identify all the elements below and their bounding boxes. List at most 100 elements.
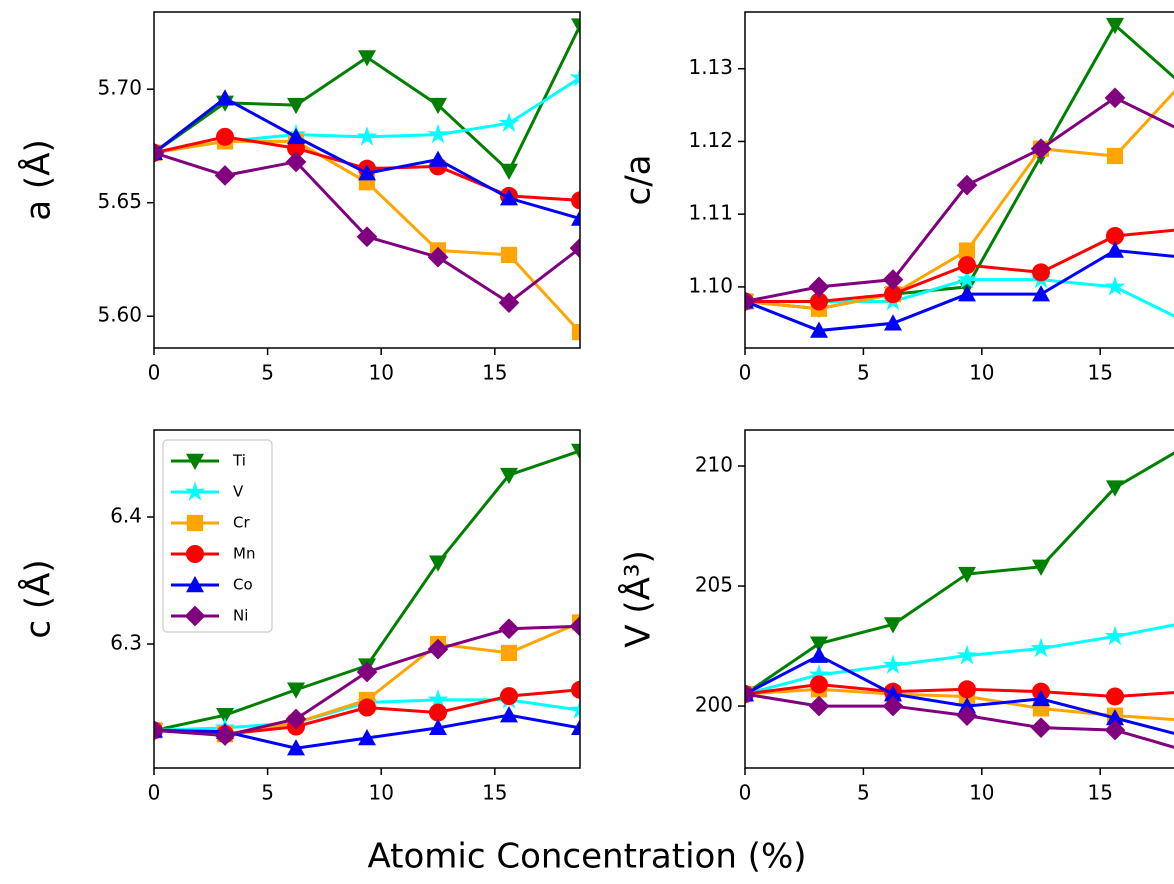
legend-box [162, 439, 273, 633]
marker [356, 226, 378, 248]
x-tick-label: 10 [969, 361, 994, 385]
marker [956, 268, 978, 289]
axes-frame [153, 11, 581, 349]
marker [498, 292, 520, 313]
marker [500, 687, 518, 706]
x-tick-label: 0 [148, 781, 161, 805]
marker [1032, 559, 1050, 576]
marker [958, 566, 976, 584]
plot-area [154, 18, 580, 341]
marker [1030, 138, 1052, 160]
plot-area [745, 17, 1174, 338]
marker [1032, 263, 1050, 282]
y-tick-label: 1.13 [688, 55, 733, 79]
marker [571, 191, 580, 210]
marker [358, 164, 376, 181]
y-tick-label: 1.12 [688, 128, 733, 152]
marker [958, 242, 976, 259]
x-tick-label: 0 [148, 361, 161, 385]
marker [808, 664, 830, 684]
y-tick-label: 6.4 [110, 504, 142, 528]
marker [429, 150, 447, 167]
marker [1032, 285, 1050, 302]
marker [569, 67, 580, 87]
marker [1104, 87, 1126, 109]
marker [1106, 480, 1124, 497]
y-tick-label: 5.70 [97, 76, 142, 100]
marker [214, 165, 236, 186]
marker [810, 292, 828, 311]
marker [1104, 625, 1126, 646]
marker [884, 285, 902, 304]
marker [956, 644, 978, 665]
axes-frame [744, 429, 1174, 769]
x-tick-label: 5 [261, 781, 274, 805]
marker [358, 698, 376, 717]
marker [429, 703, 447, 722]
subplot: 0 5 10 15 5.60 5.65 5.70 a (Å) [18, 11, 581, 385]
marker [500, 189, 518, 206]
x-tick-label: 15 [1087, 781, 1112, 805]
marker [808, 695, 830, 717]
subplot: 0 5 10 15 200 205 210 V (Å³) [618, 429, 1174, 805]
marker [810, 321, 828, 338]
marker [216, 89, 234, 106]
marker [500, 467, 518, 485]
y-tick-label: 200 [695, 693, 733, 717]
marker [498, 112, 520, 132]
marker [810, 636, 828, 653]
marker [882, 654, 904, 674]
marker [1106, 147, 1124, 165]
marker [882, 269, 904, 290]
legend-marker [186, 453, 204, 470]
marker [1104, 719, 1126, 741]
marker [214, 725, 236, 746]
marker [808, 276, 830, 298]
legend-label: Ti [232, 452, 246, 470]
marker [571, 18, 580, 35]
marker [287, 682, 305, 699]
marker [429, 555, 447, 572]
marker [571, 718, 580, 736]
marker [358, 729, 376, 746]
marker [500, 644, 518, 662]
marker [154, 142, 165, 164]
marker [958, 285, 976, 302]
legend-marker [184, 481, 206, 501]
legend-label: Ni [233, 607, 248, 625]
plot-area [745, 451, 1174, 749]
y-tick-label: 1.11 [688, 201, 733, 225]
axes-frame [153, 429, 581, 769]
legend-marker [184, 605, 206, 627]
x-tick-label: 10 [368, 781, 393, 805]
y-axis-label: c (Å) [18, 559, 59, 638]
marker [882, 695, 904, 717]
marker [571, 443, 580, 460]
subplot: 0 5 10 15 1.10 1.11 1.12 1.13 c/a [619, 11, 1174, 385]
x-tick-label: 15 [1087, 361, 1112, 385]
marker [956, 705, 978, 727]
marker [287, 97, 305, 115]
marker [358, 50, 376, 67]
marker [429, 97, 447, 115]
marker [427, 123, 449, 144]
marker [498, 618, 520, 640]
plot-area [154, 443, 580, 756]
marker [745, 291, 756, 312]
legend-label: Cr [233, 514, 250, 532]
marker [571, 324, 580, 341]
x-tick-label: 0 [739, 361, 752, 385]
x-tick-label: 0 [739, 781, 752, 805]
y-tick-label: 6.3 [110, 631, 142, 655]
marker [429, 718, 447, 736]
marker [569, 615, 580, 637]
marker [1106, 241, 1124, 258]
subplot: 0 5 10 15 6.3 6.4 c (Å) Ti V Cr Mn Co Ni [18, 429, 581, 805]
marker [285, 708, 307, 730]
marker [571, 209, 580, 226]
marker [569, 237, 580, 259]
marker [285, 151, 307, 173]
marker [216, 127, 234, 146]
marker [287, 127, 305, 145]
